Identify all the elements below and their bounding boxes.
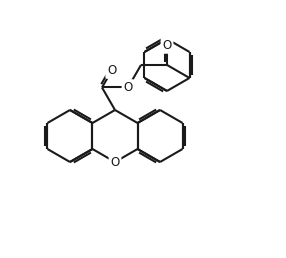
Text: O: O <box>162 39 172 52</box>
Text: O: O <box>123 81 133 94</box>
Text: O: O <box>107 64 116 77</box>
Text: O: O <box>110 156 120 168</box>
